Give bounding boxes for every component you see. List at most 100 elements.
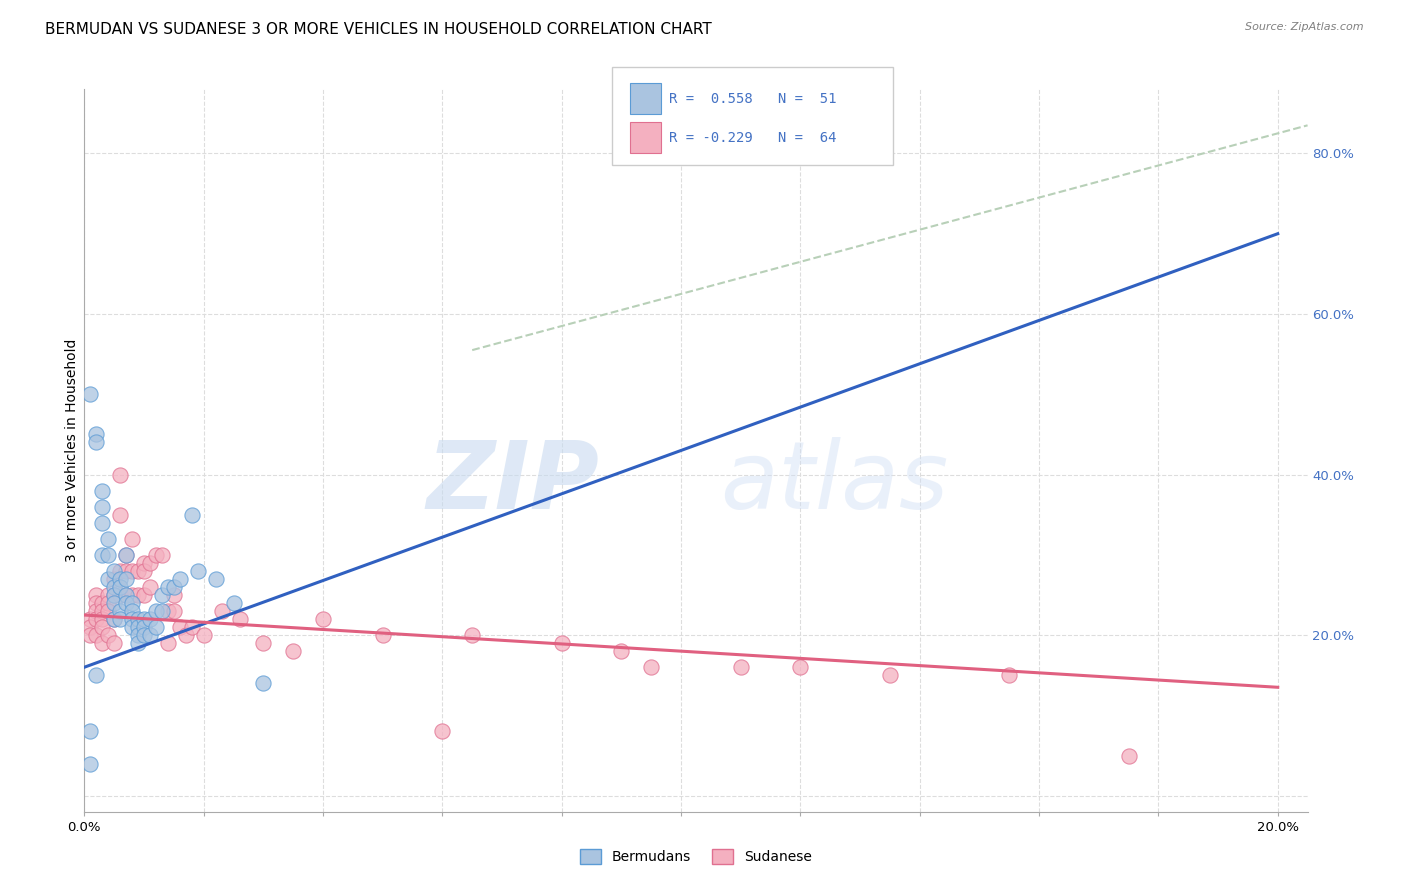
Point: [97, 532, 120, 546]
Point: [283, 644, 305, 658]
Point: [97, 628, 120, 642]
Point: [150, 548, 173, 562]
Point: [204, 572, 226, 586]
Point: [103, 612, 125, 626]
Point: [132, 620, 155, 634]
Point: [121, 612, 143, 626]
Point: [91, 516, 114, 530]
Point: [169, 620, 191, 634]
Point: [127, 628, 149, 642]
Point: [103, 588, 125, 602]
Point: [91, 548, 114, 562]
Point: [180, 620, 202, 634]
Point: [79, 612, 101, 626]
Point: [252, 636, 274, 650]
Point: [640, 660, 662, 674]
Point: [169, 572, 191, 586]
Point: [108, 612, 131, 626]
Point: [132, 628, 155, 642]
Point: [156, 604, 179, 618]
Point: [79, 387, 101, 401]
Point: [79, 620, 101, 634]
Point: [145, 604, 167, 618]
Point: [79, 756, 101, 771]
Point: [127, 588, 149, 602]
Point: [121, 564, 143, 578]
Point: [139, 628, 162, 642]
Point: [84, 668, 107, 682]
Point: [115, 548, 138, 562]
Y-axis label: 3 or more Vehicles in Household: 3 or more Vehicles in Household: [65, 339, 79, 562]
Point: [127, 564, 149, 578]
Point: [187, 564, 209, 578]
Point: [91, 483, 114, 498]
Point: [91, 604, 114, 618]
Point: [103, 564, 125, 578]
Point: [103, 580, 125, 594]
Point: [79, 628, 101, 642]
Point: [115, 572, 138, 586]
Point: [163, 604, 186, 618]
Point: [163, 588, 186, 602]
Point: [97, 604, 120, 618]
Point: [91, 612, 114, 626]
Legend: Bermudans, Sudanese: Bermudans, Sudanese: [575, 844, 817, 870]
Point: [730, 660, 752, 674]
Point: [150, 604, 173, 618]
Point: [998, 668, 1021, 682]
Point: [108, 580, 131, 594]
Point: [121, 532, 143, 546]
Point: [108, 572, 131, 586]
Point: [127, 620, 149, 634]
Point: [252, 676, 274, 690]
Point: [193, 628, 215, 642]
Point: [789, 660, 811, 674]
Text: R = -0.229   N =  64: R = -0.229 N = 64: [669, 131, 837, 145]
Point: [1118, 748, 1140, 763]
Text: BERMUDAN VS SUDANESE 3 OR MORE VEHICLES IN HOUSEHOLD CORRELATION CHART: BERMUDAN VS SUDANESE 3 OR MORE VEHICLES …: [45, 22, 711, 37]
Point: [174, 628, 197, 642]
Point: [97, 588, 120, 602]
Point: [211, 604, 233, 618]
Point: [91, 620, 114, 634]
Point: [108, 604, 131, 618]
Point: [84, 604, 107, 618]
Point: [127, 636, 149, 650]
Point: [103, 596, 125, 610]
Point: [432, 724, 454, 739]
Point: [132, 588, 155, 602]
Point: [139, 556, 162, 570]
Point: [91, 500, 114, 514]
Point: [115, 588, 138, 602]
Point: [91, 636, 114, 650]
Point: [84, 435, 107, 450]
Point: [115, 564, 138, 578]
Text: R =  0.558   N =  51: R = 0.558 N = 51: [669, 92, 837, 105]
Point: [97, 572, 120, 586]
Point: [150, 588, 173, 602]
Text: ZIP: ZIP: [427, 437, 600, 529]
Text: Source: ZipAtlas.com: Source: ZipAtlas.com: [1246, 22, 1364, 32]
Point: [145, 620, 167, 634]
Point: [103, 588, 125, 602]
Point: [180, 508, 202, 522]
Point: [115, 548, 138, 562]
Point: [132, 612, 155, 626]
Point: [108, 564, 131, 578]
Point: [84, 628, 107, 642]
Point: [103, 636, 125, 650]
Point: [551, 636, 574, 650]
Point: [145, 548, 167, 562]
Point: [879, 668, 901, 682]
Point: [108, 588, 131, 602]
Point: [132, 564, 155, 578]
Point: [108, 508, 131, 522]
Point: [84, 588, 107, 602]
Point: [371, 628, 394, 642]
Point: [121, 588, 143, 602]
Point: [127, 612, 149, 626]
Point: [103, 572, 125, 586]
Point: [97, 596, 120, 610]
Point: [121, 596, 143, 610]
Point: [103, 612, 125, 626]
